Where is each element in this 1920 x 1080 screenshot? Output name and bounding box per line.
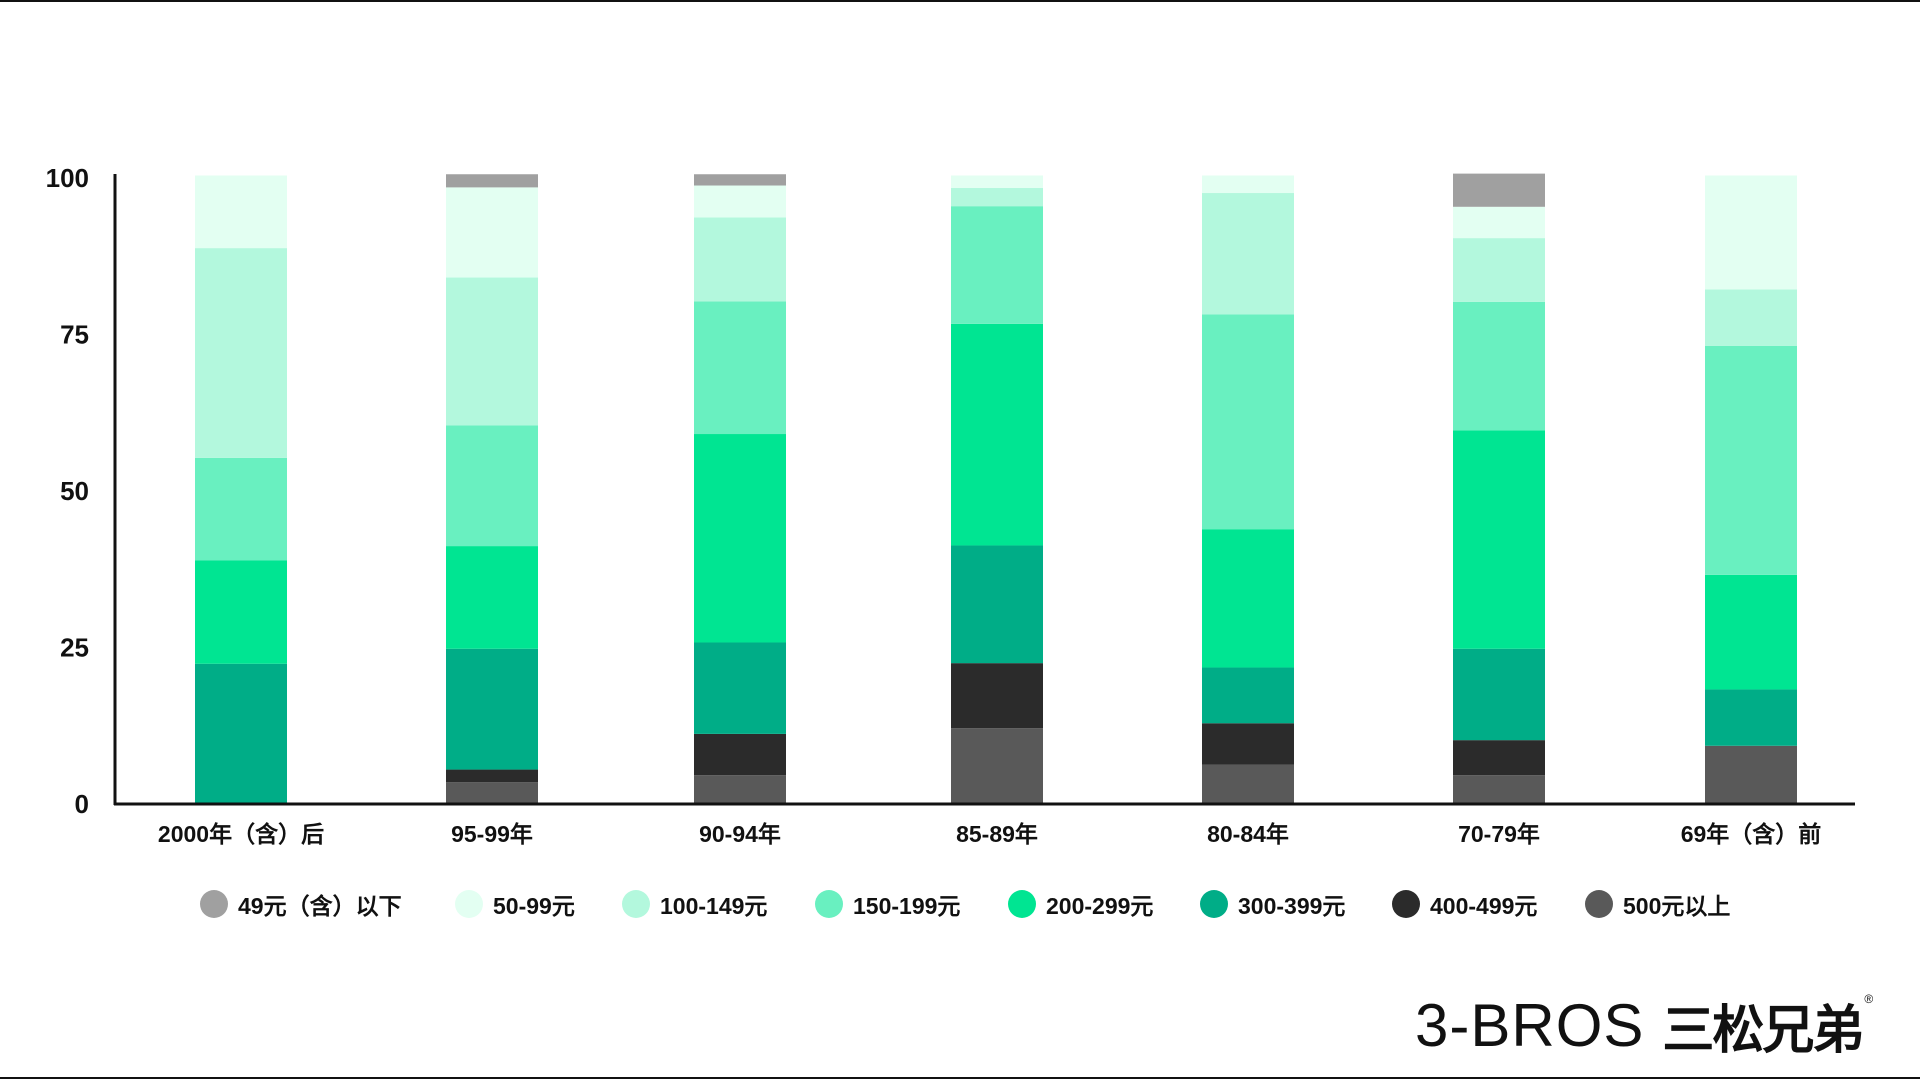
bars-layer [195,173,1797,804]
legend-label: 50-99元 [493,893,575,919]
bar-segment [1202,723,1294,765]
bar-segment [951,663,1043,729]
bar-segment [195,560,287,664]
bar-segment [951,175,1043,189]
bar-segment [694,775,786,804]
legend-label: 200-299元 [1046,893,1154,919]
legend: 49元（含）以下 50-99元 100-149元 150-199元 200-29… [0,884,1920,924]
legend-label: 300-399元 [1238,893,1346,919]
bar-segment [195,457,287,561]
legend-label: 100-149元 [660,893,768,919]
legend-item: 500元以上 [1585,884,1730,924]
legend-label: 500元以上 [1623,893,1731,919]
registered-mark: ® [1864,992,1874,1006]
legend-swatch [1008,890,1036,918]
bar-segment [1453,740,1545,776]
bar-segment [1453,775,1545,804]
bar-segment [1453,238,1545,302]
legend-label: 150-199元 [853,893,961,919]
top-rule [0,0,1920,2]
bar-segment [446,769,538,783]
bar-segment [446,648,538,770]
y-tick-label: 100 [46,163,89,193]
bar-segment [951,188,1043,207]
bar-segment [1453,430,1545,649]
bar-segment [1202,175,1294,194]
legend-item: 200-299元 [1008,884,1153,924]
x-category-label: 2000年（含）后 [158,821,324,847]
bar-segment [446,546,538,649]
bar-segment [694,217,786,302]
bar-segment [446,277,538,426]
y-tick-label: 0 [75,789,89,819]
stacked-bar-chart: 0 25 50 75 100 2000年（含）后 95-99年 90-94年 85-89年 80-… [46,163,1855,847]
legend-item: 150-199元 [815,884,960,924]
legend-item: 49元（含）以下 [200,884,402,924]
bar-segment [694,434,786,643]
x-category-label: 90-94年 [699,821,781,847]
legend-item: 300-399元 [1200,884,1345,924]
bar-segment [951,728,1043,804]
bar-segment [446,782,538,804]
bottom-rule [0,1077,1920,1079]
bar-segment [195,248,287,458]
legend-item: 50-99元 [455,884,575,924]
axes-layer [113,174,1855,806]
x-category-label: 69年（含）前 [1681,821,1822,847]
bar-segment [1705,175,1797,290]
bar-segment [1202,193,1294,315]
y-tick-label: 50 [60,476,89,506]
legend-swatch [1585,890,1613,918]
legend-label: 400-499元 [1430,893,1538,919]
y-tick-label: 25 [60,633,89,663]
bar-segment [1453,301,1545,431]
brand-logo: 3-BROS 三松兄弟 ® [1415,990,1874,1061]
y-tick-label: 75 [60,320,89,350]
bar-segment [446,425,538,547]
x-category-label: 80-84年 [1207,821,1289,847]
legend-swatch [200,890,228,918]
bar-segment [694,301,786,435]
bar-segment [1705,574,1797,690]
bar-segment [195,663,287,804]
bar-segment [446,174,538,188]
bar-segment [1705,689,1797,746]
labels-layer: 0 25 50 75 100 2000年（含）后 95-99年 90-94年 85-89年 80-… [46,163,1822,847]
bar-segment [1202,764,1294,804]
legend-swatch [815,890,843,918]
legend-label: 49元（含）以下 [238,893,402,919]
legend-swatch [1200,890,1228,918]
legend-swatch [622,890,650,918]
bar-segment [1705,345,1797,575]
x-category-label: 85-89年 [956,821,1038,847]
bar-segment [195,175,287,249]
x-category-label: 95-99年 [451,821,533,847]
bar-segment [1202,667,1294,724]
legend-swatch [1392,890,1420,918]
legend-item: 100-149元 [622,884,767,924]
bar-segment [694,642,786,734]
bar-segment [1453,206,1545,239]
brand-chinese-text: 三松兄弟 [1662,1000,1864,1061]
bar-segment [951,323,1043,546]
bar-segment [1202,314,1294,530]
legend-swatch [455,890,483,918]
brand-latin-text: 3-BROS [1415,991,1645,1059]
bar-segment [694,185,786,218]
bar-segment [446,187,538,278]
bar-segment [694,733,786,776]
x-category-label: 70-79年 [1458,821,1540,847]
bar-segment [1705,289,1797,346]
bar-segment [1453,173,1545,207]
bar-segment [1705,745,1797,804]
legend-item: 400-499元 [1392,884,1537,924]
bar-segment [951,545,1043,664]
bar-segment [951,206,1043,324]
bar-segment [1453,648,1545,741]
bar-segment [694,174,786,186]
bar-segment [1202,529,1294,668]
